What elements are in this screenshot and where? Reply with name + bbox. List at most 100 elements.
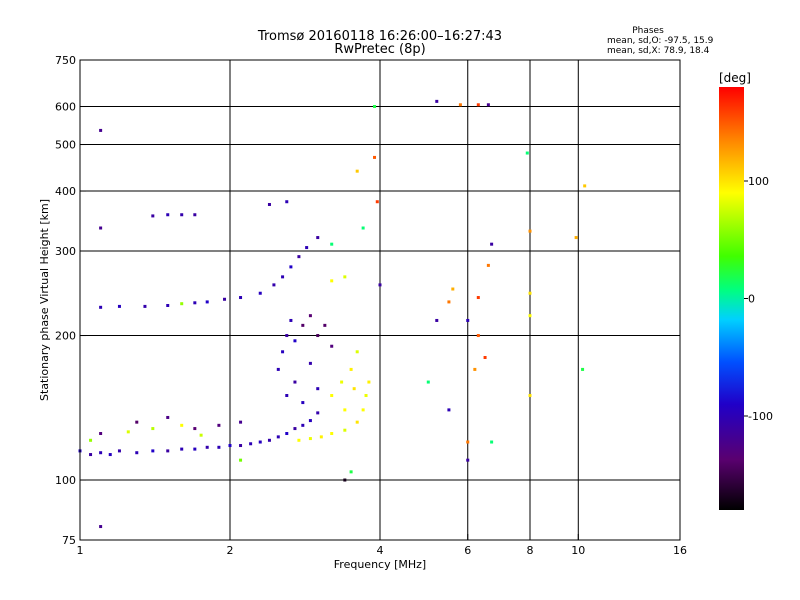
data-point <box>378 283 382 287</box>
data-point <box>258 291 262 295</box>
y-tick-label: 200 <box>55 330 76 343</box>
data-point <box>267 202 271 206</box>
data-point <box>435 318 439 322</box>
data-point <box>308 361 312 365</box>
data-point <box>319 435 323 439</box>
data-point <box>99 432 103 436</box>
x-axis-label: Frequency [MHz] <box>334 558 426 571</box>
data-point <box>323 323 327 327</box>
data-point <box>349 367 353 371</box>
data-point <box>89 453 93 457</box>
data-point <box>490 440 494 444</box>
data-point <box>367 380 371 384</box>
y-tick-label: 500 <box>55 139 76 152</box>
data-point <box>99 226 103 230</box>
data-point <box>276 367 280 371</box>
data-point <box>373 105 377 109</box>
x-tick-label: 4 <box>377 544 384 557</box>
data-point <box>361 226 365 230</box>
data-point <box>180 447 184 451</box>
data-point <box>297 255 301 259</box>
data-point <box>117 304 121 308</box>
data-point <box>285 200 289 204</box>
axis-ticks: 1 2 4 6 8 10 16 75 100 200 300 400 500 600 750 <box>55 54 687 557</box>
data-point <box>289 265 293 269</box>
data-point <box>223 297 227 301</box>
data-point <box>239 296 243 300</box>
data-point <box>239 458 243 462</box>
colorbar-label: [deg] <box>719 71 751 85</box>
data-point <box>447 300 451 304</box>
data-point <box>581 367 585 371</box>
data-point <box>476 103 480 107</box>
chart-subtitle: RwPretec (8p) <box>334 42 425 57</box>
data-point <box>364 394 368 398</box>
data-point <box>361 408 365 412</box>
data-point <box>355 350 359 354</box>
data-point <box>375 200 379 204</box>
data-point <box>99 128 103 132</box>
data-point <box>143 304 147 308</box>
x-tick-label: 16 <box>673 544 687 557</box>
data-point <box>451 287 455 291</box>
data-point <box>525 151 529 155</box>
legend-line-x: mean, sd,X: 78.9, 18.4 <box>607 46 710 56</box>
data-point <box>193 427 197 431</box>
data-point <box>180 423 184 427</box>
data-point <box>528 291 532 295</box>
x-tick-label: 2 <box>227 544 234 557</box>
data-point <box>340 380 344 384</box>
data-point <box>426 380 430 384</box>
data-point <box>301 423 305 427</box>
chart-title: Tromsø 20160118 16:26:00–16:27:43 <box>257 29 502 44</box>
data-point <box>99 451 103 455</box>
data-point <box>289 318 293 322</box>
data-point <box>308 419 312 423</box>
data-point <box>343 275 347 279</box>
data-point <box>258 440 262 444</box>
data-point <box>89 438 93 442</box>
data-point <box>205 445 209 449</box>
data-point <box>528 314 532 318</box>
data-point <box>583 184 587 188</box>
data-point <box>217 423 221 427</box>
y-tick-label: 75 <box>62 534 76 547</box>
data-point <box>99 525 103 529</box>
data-points <box>78 99 587 529</box>
data-point <box>166 303 170 307</box>
data-point <box>297 438 301 442</box>
data-point <box>239 444 243 448</box>
data-point <box>330 279 334 283</box>
data-point <box>435 99 439 103</box>
data-point <box>490 242 494 246</box>
data-point <box>355 420 359 424</box>
data-point <box>301 323 305 327</box>
data-point <box>151 214 155 218</box>
data-point <box>281 350 285 354</box>
data-point <box>166 415 170 419</box>
data-point <box>293 339 297 343</box>
x-tick-label: 8 <box>527 544 534 557</box>
x-tick-label: 10 <box>571 544 585 557</box>
data-point <box>574 236 578 240</box>
y-tick-label: 600 <box>55 101 76 114</box>
y-tick-label: 400 <box>55 185 76 198</box>
data-point <box>447 408 451 412</box>
data-point <box>483 355 487 359</box>
data-point <box>293 427 297 431</box>
data-point <box>193 213 197 217</box>
data-point <box>330 242 334 246</box>
colorbar-tick-label: -100 <box>748 410 773 423</box>
data-point <box>239 420 243 424</box>
data-point <box>316 334 320 338</box>
data-point <box>151 449 155 453</box>
data-point <box>272 283 276 287</box>
data-point <box>193 447 197 451</box>
data-point <box>249 442 253 446</box>
data-point <box>135 451 139 455</box>
data-point <box>301 401 305 405</box>
data-point <box>205 300 209 304</box>
y-axis-label: Stationary phase Virtual Height [km] <box>38 199 51 401</box>
y-tick-label: 750 <box>55 54 76 67</box>
